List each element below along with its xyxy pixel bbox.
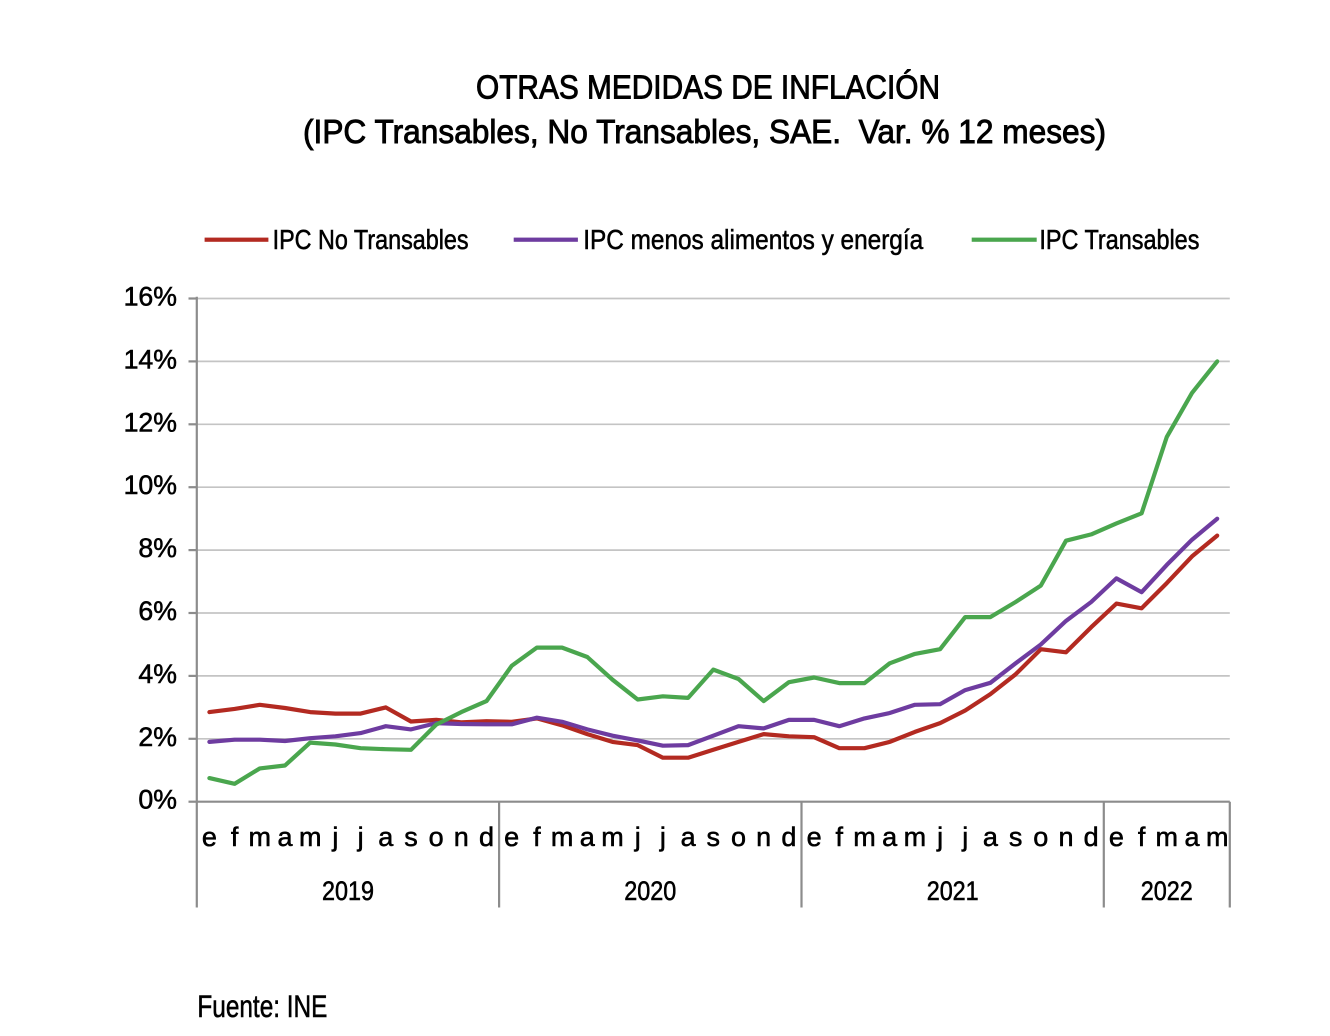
svg-text:12%: 12% (124, 407, 177, 437)
svg-text:IPC menos alimentos y energía: IPC menos alimentos y energía (583, 224, 923, 255)
svg-text:2022: 2022 (1141, 876, 1193, 906)
svg-text:o: o (1033, 822, 1048, 852)
svg-text:a: a (1184, 822, 1200, 852)
svg-text:n: n (454, 822, 469, 852)
svg-text:n: n (1058, 822, 1073, 852)
svg-text:14%: 14% (124, 344, 177, 374)
svg-text:2020: 2020 (624, 876, 676, 906)
svg-text:m: m (904, 822, 927, 852)
svg-text:m: m (853, 822, 876, 852)
svg-text:d: d (1084, 822, 1099, 852)
svg-text:m: m (1156, 822, 1179, 852)
svg-text:f: f (231, 822, 239, 852)
svg-text:a: a (983, 822, 999, 852)
svg-text:e: e (1109, 822, 1124, 852)
svg-text:8%: 8% (138, 533, 177, 563)
svg-text:6%: 6% (138, 596, 177, 626)
svg-text:f: f (533, 822, 541, 852)
svg-text:f: f (1138, 822, 1146, 852)
svg-text:a: a (580, 822, 596, 852)
svg-text:2019: 2019 (322, 876, 374, 906)
svg-text:n: n (756, 822, 771, 852)
svg-text:a: a (882, 822, 898, 852)
svg-text:j: j (357, 822, 364, 852)
svg-text:j: j (659, 822, 666, 852)
svg-text:j: j (331, 822, 338, 852)
svg-text:16%: 16% (124, 282, 177, 312)
svg-text:(IPC Transables, No Transables: (IPC Transables, No Transables, SAE. Var… (303, 113, 1106, 150)
svg-text:10%: 10% (124, 470, 177, 500)
svg-text:a: a (277, 822, 293, 852)
svg-text:2%: 2% (138, 722, 177, 752)
svg-text:m: m (551, 822, 574, 852)
svg-text:a: a (681, 822, 697, 852)
svg-text:s: s (707, 822, 721, 852)
svg-text:e: e (807, 822, 822, 852)
svg-text:OTRAS MEDIDAS DE INFLACIÓN: OTRAS MEDIDAS DE INFLACIÓN (476, 68, 940, 105)
svg-text:m: m (601, 822, 624, 852)
svg-text:m: m (249, 822, 272, 852)
svg-text:m: m (1206, 822, 1229, 852)
svg-text:f: f (836, 822, 844, 852)
svg-text:o: o (429, 822, 444, 852)
svg-text:j: j (961, 822, 968, 852)
svg-text:d: d (781, 822, 796, 852)
svg-text:j: j (936, 822, 943, 852)
svg-text:s: s (1009, 822, 1023, 852)
svg-text:a: a (378, 822, 394, 852)
svg-text:d: d (479, 822, 494, 852)
svg-text:o: o (731, 822, 746, 852)
svg-text:0%: 0% (138, 785, 177, 815)
svg-text:2021: 2021 (927, 876, 979, 906)
svg-text:Fuente: INE: Fuente: INE (197, 988, 327, 1024)
svg-text:j: j (634, 822, 641, 852)
svg-text:s: s (404, 822, 418, 852)
svg-text:e: e (202, 822, 217, 852)
svg-text:m: m (299, 822, 322, 852)
svg-text:e: e (504, 822, 519, 852)
svg-text:IPC Transables: IPC Transables (1039, 224, 1199, 255)
svg-text:IPC No Transables: IPC No Transables (273, 224, 469, 255)
svg-text:4%: 4% (138, 659, 177, 689)
